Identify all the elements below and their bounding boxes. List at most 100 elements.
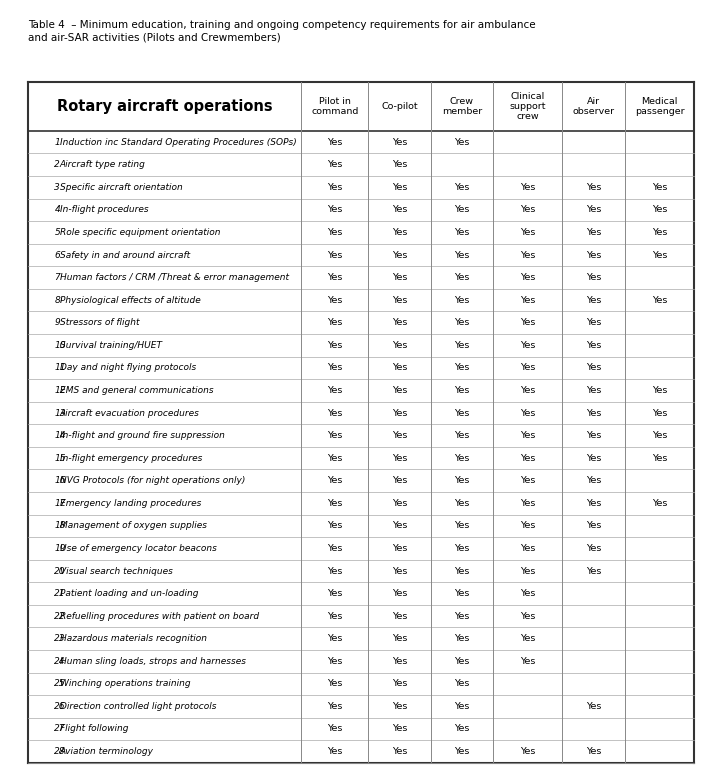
Text: 14: 14 (54, 431, 66, 440)
Text: Yes: Yes (327, 341, 342, 349)
Text: 26: 26 (54, 702, 66, 711)
Text: Yes: Yes (327, 431, 342, 440)
Text: Human factors / CRM /Threat & error management: Human factors / CRM /Threat & error mana… (60, 273, 289, 282)
Text: Yes: Yes (520, 341, 535, 349)
Text: Yes: Yes (327, 138, 342, 147)
Text: Yes: Yes (586, 205, 602, 215)
Text: 9: 9 (54, 318, 60, 328)
Text: and air-SAR activities (Pilots and Crewmembers): and air-SAR activities (Pilots and Crewm… (28, 33, 281, 43)
Text: Yes: Yes (392, 589, 407, 598)
Text: Yes: Yes (454, 138, 470, 147)
Text: 18: 18 (54, 521, 66, 530)
Text: Yes: Yes (586, 702, 602, 711)
Text: Rotary aircraft operations: Rotary aircraft operations (57, 99, 273, 114)
Text: Yes: Yes (327, 273, 342, 282)
Text: Yes: Yes (454, 363, 470, 372)
Text: Yes: Yes (454, 634, 470, 644)
Text: Yes: Yes (651, 183, 667, 192)
Text: Yes: Yes (454, 409, 470, 417)
Text: Yes: Yes (651, 431, 667, 440)
Text: Yes: Yes (520, 521, 535, 530)
Text: Yes: Yes (520, 228, 535, 237)
Text: Yes: Yes (520, 498, 535, 508)
Text: Yes: Yes (520, 318, 535, 328)
Text: Yes: Yes (327, 477, 342, 485)
Text: Yes: Yes (392, 386, 407, 395)
Text: In-flight procedures: In-flight procedures (60, 205, 149, 215)
Text: 5: 5 (54, 228, 60, 237)
Text: Yes: Yes (327, 702, 342, 711)
Text: Human sling loads, strops and harnesses: Human sling loads, strops and harnesses (60, 657, 246, 666)
Text: Yes: Yes (327, 318, 342, 328)
Text: Table 4  – Minimum education, training and ongoing competency requirements for a: Table 4 – Minimum education, training an… (28, 20, 536, 30)
Text: Aircraft type rating: Aircraft type rating (60, 160, 146, 169)
Text: Yes: Yes (392, 702, 407, 711)
Text: Yes: Yes (586, 341, 602, 349)
Text: Winching operations training: Winching operations training (60, 679, 191, 689)
Text: 6: 6 (54, 250, 60, 260)
Text: 1: 1 (54, 138, 60, 147)
Text: Yes: Yes (586, 273, 602, 282)
Text: Pilot in
command: Pilot in command (311, 97, 358, 116)
Text: Aircraft evacuation procedures: Aircraft evacuation procedures (60, 409, 199, 417)
Text: Yes: Yes (520, 747, 535, 756)
Text: Yes: Yes (586, 566, 602, 576)
Text: 13: 13 (54, 409, 66, 417)
Text: Yes: Yes (392, 566, 407, 576)
Text: Management of oxygen supplies: Management of oxygen supplies (60, 521, 207, 530)
Text: Yes: Yes (586, 521, 602, 530)
Text: Yes: Yes (651, 250, 667, 260)
Text: 20: 20 (54, 566, 66, 576)
Text: Yes: Yes (520, 589, 535, 598)
Text: Yes: Yes (454, 498, 470, 508)
Text: Clinical
support
crew: Clinical support crew (510, 91, 546, 122)
Text: Yes: Yes (586, 544, 602, 553)
Text: Visual search techniques: Visual search techniques (60, 566, 173, 576)
Text: Yes: Yes (327, 657, 342, 666)
Text: Yes: Yes (520, 363, 535, 372)
Text: Safety in and around aircraft: Safety in and around aircraft (60, 250, 190, 260)
Text: Yes: Yes (454, 725, 470, 733)
Text: Yes: Yes (454, 318, 470, 328)
Text: Yes: Yes (520, 657, 535, 666)
Text: Survival training/HUET: Survival training/HUET (60, 341, 162, 349)
Text: 17: 17 (54, 498, 66, 508)
Text: Yes: Yes (586, 250, 602, 260)
Text: 16: 16 (54, 477, 66, 485)
Text: 25: 25 (54, 679, 66, 689)
Text: 12: 12 (54, 386, 66, 395)
Text: Yes: Yes (520, 296, 535, 305)
Text: Yes: Yes (454, 702, 470, 711)
Text: Yes: Yes (327, 498, 342, 508)
Text: 19: 19 (54, 544, 66, 553)
Text: 27: 27 (54, 725, 66, 733)
Text: Yes: Yes (454, 477, 470, 485)
Text: Yes: Yes (520, 477, 535, 485)
Text: Yes: Yes (586, 498, 602, 508)
Text: Yes: Yes (392, 318, 407, 328)
Text: Use of emergency locator beacons: Use of emergency locator beacons (60, 544, 216, 553)
Text: Yes: Yes (392, 498, 407, 508)
Text: Yes: Yes (454, 544, 470, 553)
Text: Yes: Yes (454, 228, 470, 237)
Text: Yes: Yes (520, 431, 535, 440)
Text: Yes: Yes (327, 566, 342, 576)
Text: 23: 23 (54, 634, 66, 644)
Text: Yes: Yes (454, 521, 470, 530)
Text: Hazardous materials recognition: Hazardous materials recognition (60, 634, 207, 644)
Text: Yes: Yes (454, 205, 470, 215)
Text: Yes: Yes (454, 273, 470, 282)
Text: Yes: Yes (327, 205, 342, 215)
Text: 2: 2 (54, 160, 60, 169)
Text: Yes: Yes (327, 160, 342, 169)
Text: 15: 15 (54, 454, 66, 463)
Text: Yes: Yes (327, 747, 342, 756)
Text: Yes: Yes (651, 386, 667, 395)
Text: Yes: Yes (454, 183, 470, 192)
Text: Yes: Yes (392, 228, 407, 237)
Text: Yes: Yes (327, 386, 342, 395)
Text: Air
observer: Air observer (572, 97, 614, 116)
Text: Yes: Yes (454, 679, 470, 689)
Text: Yes: Yes (454, 386, 470, 395)
Text: Yes: Yes (586, 228, 602, 237)
